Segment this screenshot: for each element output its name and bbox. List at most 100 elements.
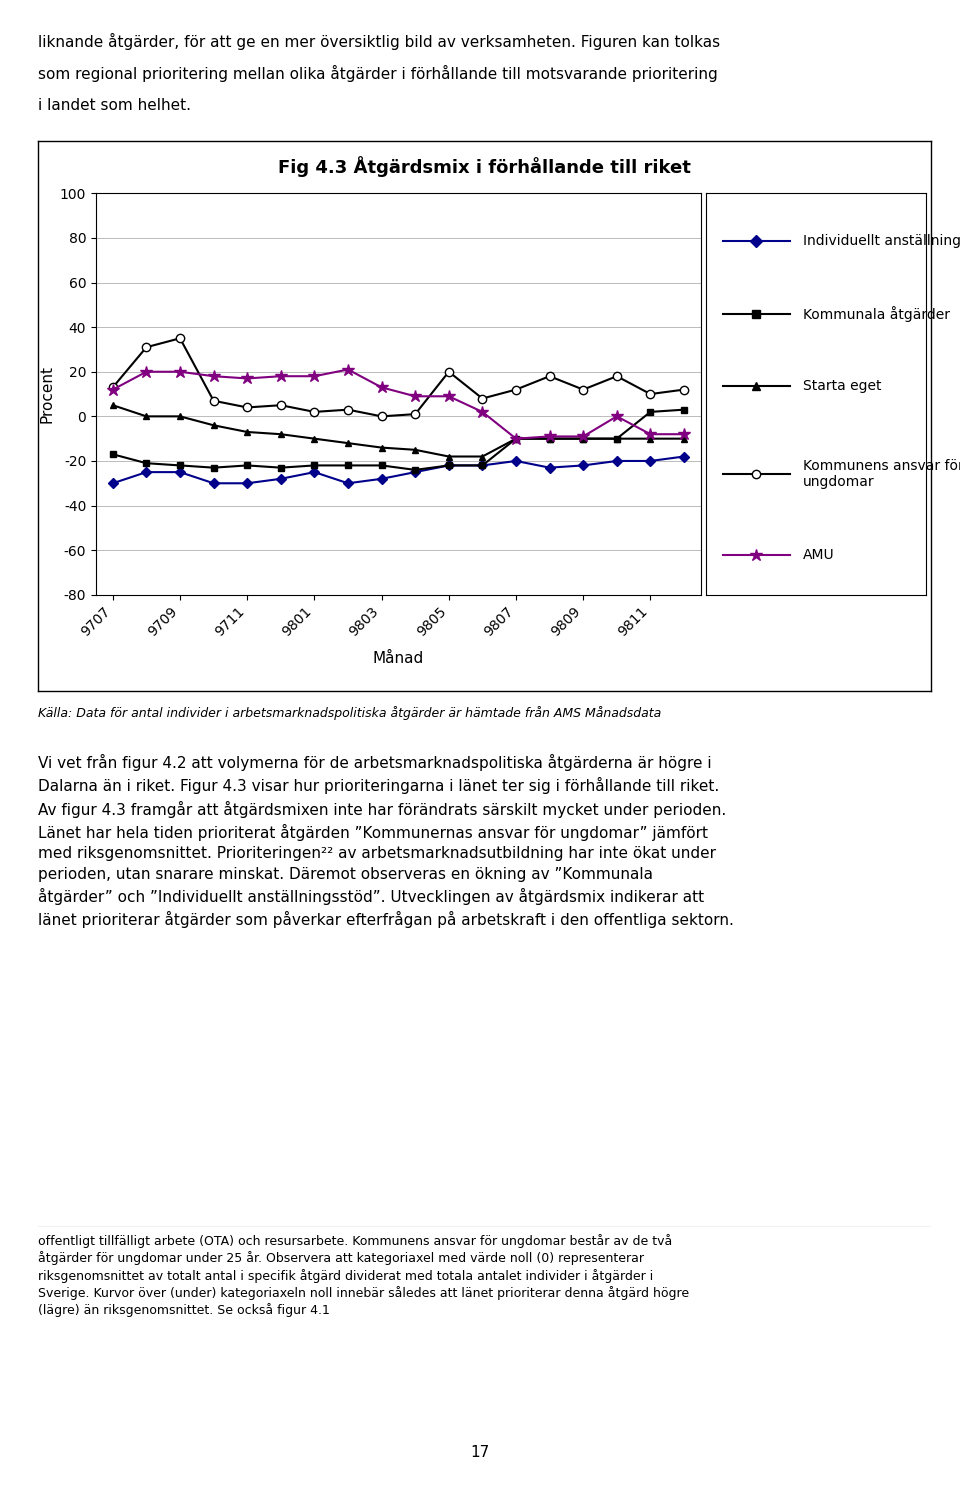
Starta eget — [443, 448, 455, 465]
Text: som regional prioritering mellan olika åtgärder i förhållande till motsvarande p: som regional prioritering mellan olika å… — [38, 65, 718, 82]
Kommunala åtgärder — [342, 457, 353, 474]
Starta eget — [308, 430, 320, 448]
Kommunens ansvar för ungdomar — [242, 399, 253, 416]
Kommunala åtgärder — [207, 459, 219, 477]
AMU — [443, 388, 455, 406]
Kommunala åtgärder — [644, 403, 656, 421]
Individuellt anställningsstöd — [543, 459, 555, 477]
Line: Starta eget: Starta eget — [109, 401, 687, 459]
Starta eget — [543, 430, 555, 448]
Text: Kommunens ansvar för
ungdomar: Kommunens ansvar för ungdomar — [803, 459, 960, 489]
Starta eget — [409, 442, 420, 459]
Kommunala åtgärder — [678, 401, 689, 419]
Text: Källa: Data för antal individer i arbetsmarknadspolitiska åtgärder är hämtade fr: Källa: Data för antal individer i arbets… — [38, 706, 661, 720]
Kommunala åtgärder — [611, 430, 622, 448]
Individuellt anställningsstöd — [308, 464, 320, 482]
Kommunala åtgärder — [140, 455, 152, 473]
Kommunens ansvar för ungdomar — [207, 393, 219, 410]
AMU — [140, 363, 152, 381]
Kommunala åtgärder — [510, 430, 521, 448]
Starta eget — [207, 416, 219, 434]
Kommunala åtgärder — [107, 446, 119, 464]
AMU — [207, 367, 219, 385]
Individuellt anställningsstöd — [678, 448, 689, 465]
Individuellt anställningsstöd — [611, 452, 622, 470]
AMU — [308, 367, 320, 385]
Kommunala åtgärder — [409, 461, 420, 479]
Individuellt anställningsstöd — [443, 457, 455, 474]
Kommunens ansvar för ungdomar — [140, 339, 152, 357]
Individuellt anställningsstöd — [175, 464, 186, 482]
Text: Fig 4.3 Åtgärdsmix i förhållande till riket: Fig 4.3 Åtgärdsmix i förhållande till ri… — [278, 156, 691, 177]
Kommunens ansvar för ungdomar — [275, 397, 286, 415]
Line: Individuellt anställningsstöd: Individuellt anställningsstöd — [109, 454, 687, 486]
Starta eget — [644, 430, 656, 448]
Individuellt anställningsstöd — [207, 474, 219, 492]
Text: 17: 17 — [470, 1445, 490, 1460]
Individuellt anställningsstöd — [476, 457, 488, 474]
AMU — [175, 363, 186, 381]
Starta eget — [476, 448, 488, 465]
Starta eget — [611, 430, 622, 448]
Starta eget — [678, 430, 689, 448]
Kommunens ansvar för ungdomar — [543, 367, 555, 385]
Kommunens ansvar för ungdomar — [342, 401, 353, 419]
Kommunens ansvar för ungdomar — [308, 403, 320, 421]
Y-axis label: Procent: Procent — [39, 364, 55, 424]
Starta eget — [107, 397, 119, 415]
Line: AMU: AMU — [107, 363, 690, 445]
Kommunala åtgärder — [577, 430, 588, 448]
Starta eget — [175, 407, 186, 425]
Kommunala åtgärder — [543, 430, 555, 448]
Text: i landet som helhet.: i landet som helhet. — [38, 98, 191, 113]
Individuellt anställningsstöd — [242, 474, 253, 492]
Starta eget — [375, 439, 387, 457]
Text: liknande åtgärder, för att ge en mer översiktlig bild av verksamheten. Figuren k: liknande åtgärder, för att ge en mer öve… — [38, 33, 721, 49]
AMU — [510, 430, 521, 448]
Kommunens ansvar för ungdomar — [175, 330, 186, 348]
Kommunens ansvar för ungdomar — [443, 363, 455, 381]
Kommunens ansvar för ungdomar — [644, 385, 656, 403]
Individuellt anställningsstöd — [140, 464, 152, 482]
Kommunens ansvar för ungdomar — [577, 381, 588, 399]
Text: Starta eget: Starta eget — [803, 379, 881, 393]
Kommunala åtgärder — [175, 457, 186, 474]
Starta eget — [577, 430, 588, 448]
AMU — [107, 381, 119, 399]
Starta eget — [140, 407, 152, 425]
AMU — [644, 425, 656, 443]
Kommunala åtgärder — [308, 457, 320, 474]
AMU — [611, 407, 622, 425]
AMU — [242, 370, 253, 388]
Kommunala åtgärder — [375, 457, 387, 474]
Text: Individuellt anställningsstöd: Individuellt anställningsstöd — [803, 235, 960, 248]
Kommunens ansvar för ungdomar — [678, 381, 689, 399]
AMU — [275, 367, 286, 385]
Individuellt anställningsstöd — [107, 474, 119, 492]
Line: Kommunens ansvar för ungdomar: Kommunens ansvar för ungdomar — [108, 335, 688, 421]
Individuellt anställningsstöd — [644, 452, 656, 470]
Individuellt anställningsstöd — [342, 474, 353, 492]
Starta eget — [275, 425, 286, 443]
Kommunala åtgärder — [275, 459, 286, 477]
AMU — [476, 403, 488, 421]
AMU — [375, 379, 387, 397]
Individuellt anställningsstöd — [510, 452, 521, 470]
Kommunens ansvar för ungdomar — [107, 379, 119, 397]
Kommunala åtgärder — [242, 457, 253, 474]
Kommunens ansvar för ungdomar — [510, 381, 521, 399]
Kommunens ansvar för ungdomar — [375, 407, 387, 425]
X-axis label: Månad: Månad — [372, 651, 424, 666]
Kommunala åtgärder — [476, 457, 488, 474]
Kommunens ansvar för ungdomar — [409, 406, 420, 424]
Kommunens ansvar för ungdomar — [476, 390, 488, 407]
Text: Kommunala åtgärder: Kommunala åtgärder — [803, 306, 949, 321]
AMU — [577, 428, 588, 446]
Text: AMU: AMU — [803, 547, 834, 562]
Individuellt anställningsstöd — [375, 470, 387, 488]
Kommunens ansvar för ungdomar — [611, 367, 622, 385]
Text: offentligt tillfälligt arbete (OTA) och resursarbete. Kommunens ansvar för ungdo: offentligt tillfälligt arbete (OTA) och … — [38, 1234, 689, 1317]
Kommunala åtgärder — [443, 457, 455, 474]
Individuellt anställningsstöd — [275, 470, 286, 488]
AMU — [678, 425, 689, 443]
